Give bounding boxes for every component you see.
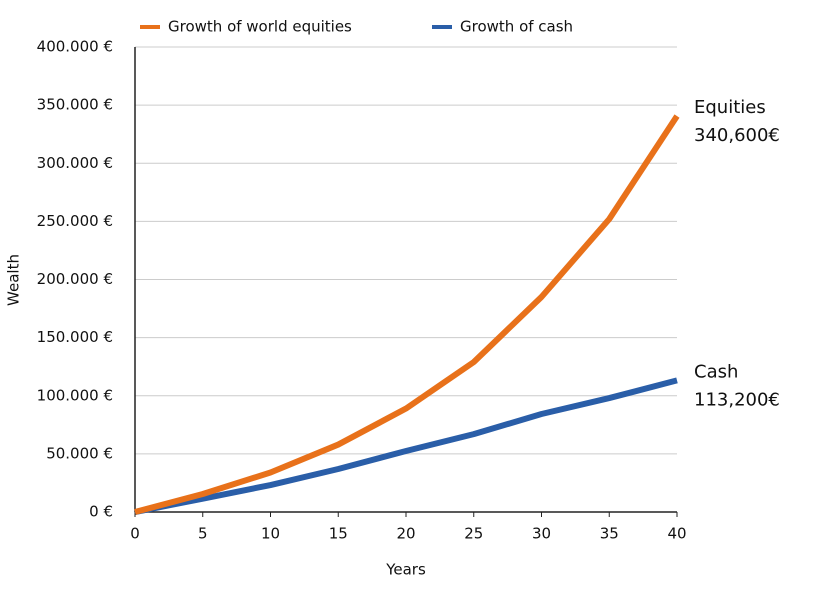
x-tick-label: 20: [396, 525, 415, 543]
y-axis-label: Wealth: [5, 254, 23, 306]
y-tick-label: 400.000 €: [37, 38, 113, 56]
legend-label: Growth of cash: [460, 18, 573, 36]
series-line: [134, 114, 680, 515]
x-tick-label: 5: [198, 525, 208, 543]
x-axis-label: Years: [385, 561, 426, 579]
legend-label: Growth of world equities: [168, 18, 352, 36]
series-line: [134, 377, 678, 515]
y-tick-label: 200.000 €: [37, 270, 113, 288]
y-tick-label: 250.000 €: [37, 212, 113, 230]
y-tick-label: 100.000 €: [37, 386, 113, 404]
annotation-label: Cash: [694, 361, 738, 382]
x-tick-label: 0: [130, 525, 140, 543]
annotation-value: 340,600€: [694, 125, 780, 146]
x-tick-label: 25: [464, 525, 483, 543]
x-tick-label: 10: [261, 525, 280, 543]
y-tick-label: 300.000 €: [37, 154, 113, 172]
x-tick-label: 30: [532, 525, 551, 543]
annotation-label: Equities: [694, 97, 766, 118]
x-tick-label: 35: [600, 525, 619, 543]
y-tick-label: 150.000 €: [37, 328, 113, 346]
y-tick-label: 50.000 €: [46, 444, 113, 462]
annotation-value: 113,200€: [694, 389, 780, 410]
x-tick-label: 15: [329, 525, 348, 543]
y-tick-label: 350.000 €: [37, 96, 113, 114]
y-tick-label: 0 €: [89, 503, 113, 521]
x-tick-label: 40: [667, 525, 686, 543]
